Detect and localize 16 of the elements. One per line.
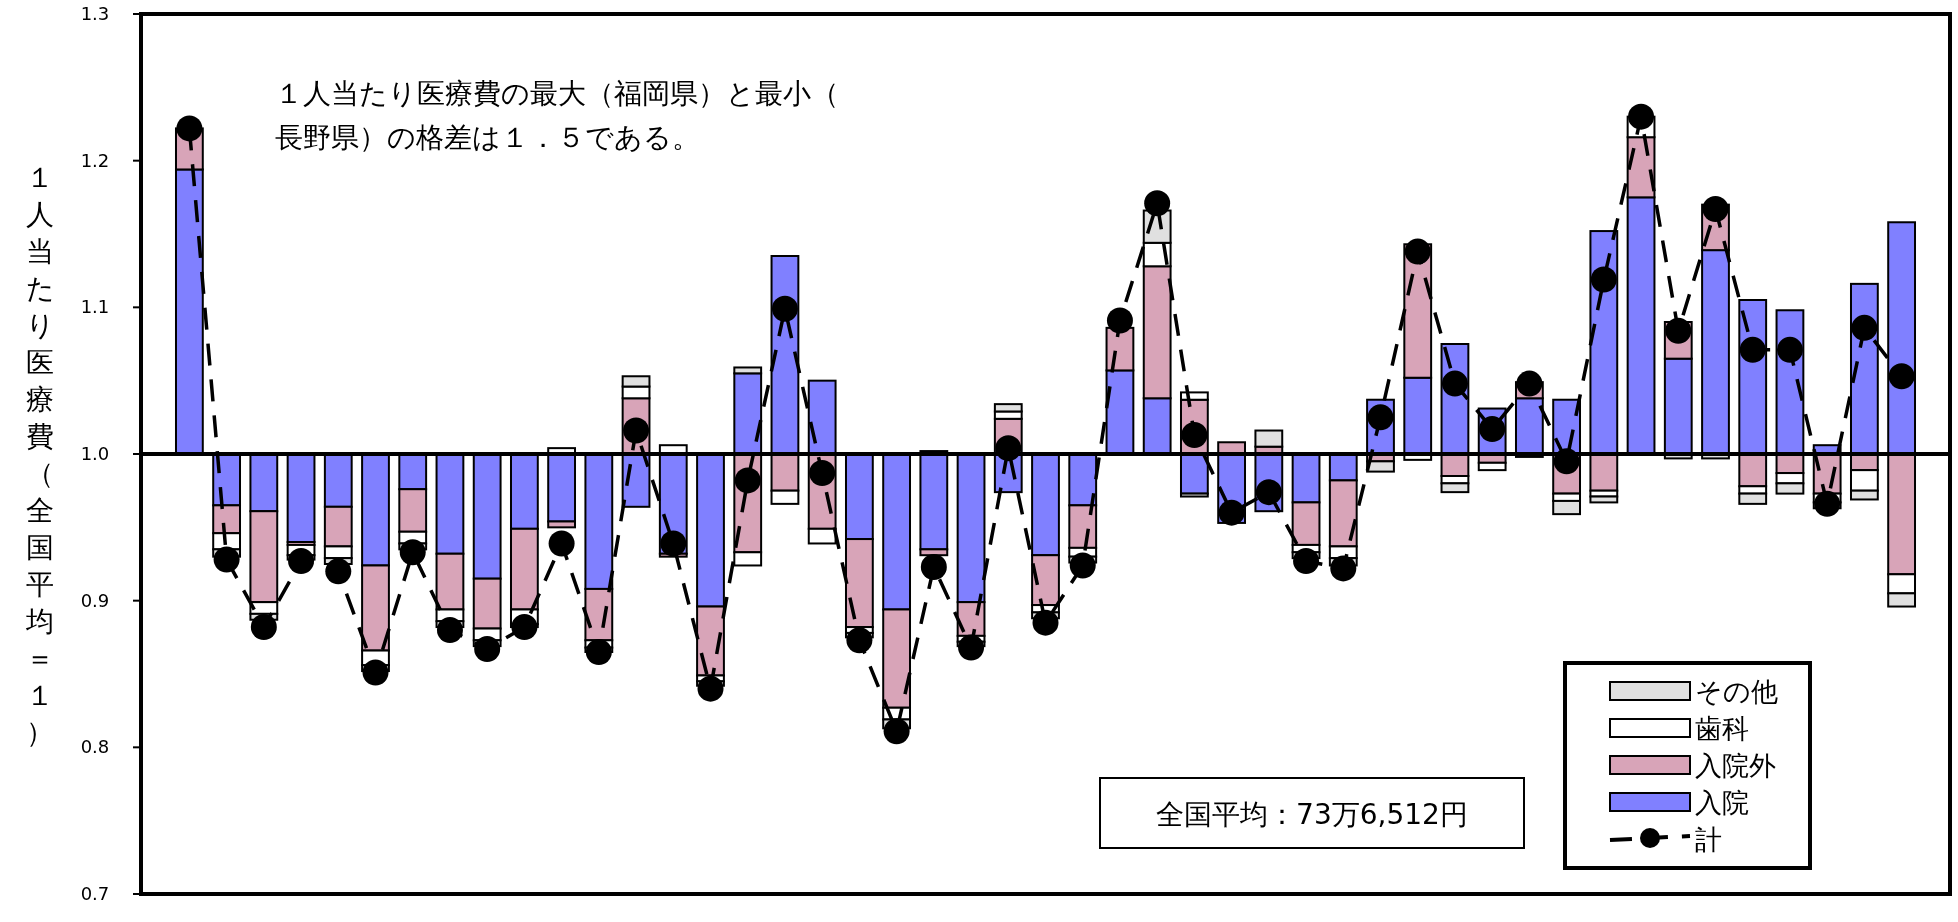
y-tick-label: 1.0 [80, 443, 110, 464]
y-tick-label: 1.1 [80, 296, 110, 318]
annotation: 全国平均：73万6,512円 [1156, 798, 1468, 831]
legend-label: 歯科 [1695, 713, 1749, 744]
y-tick-label: 1.2 [80, 149, 110, 171]
note-box: 全国平均：73万6,512円 [1099, 777, 1525, 849]
legend-label: 計 [1695, 824, 1722, 855]
y-tick-label: 1.3 [80, 3, 110, 24]
y-tick-label: 0.7 [80, 883, 110, 904]
annotation: １人当たり医療費の最大（福岡県）と最小（長野県）の格差は１．５である。 [275, 77, 839, 154]
legend-label: その他 [1695, 676, 1778, 707]
legend-label: 入院 [1695, 787, 1749, 818]
text: １人当たり医療費（全国平均＝１） [25, 160, 55, 749]
y-tick-label: 0.8 [80, 736, 110, 758]
legend-label: 入院外 [1695, 750, 1776, 781]
y-tick-label: 0.9 [80, 589, 110, 611]
